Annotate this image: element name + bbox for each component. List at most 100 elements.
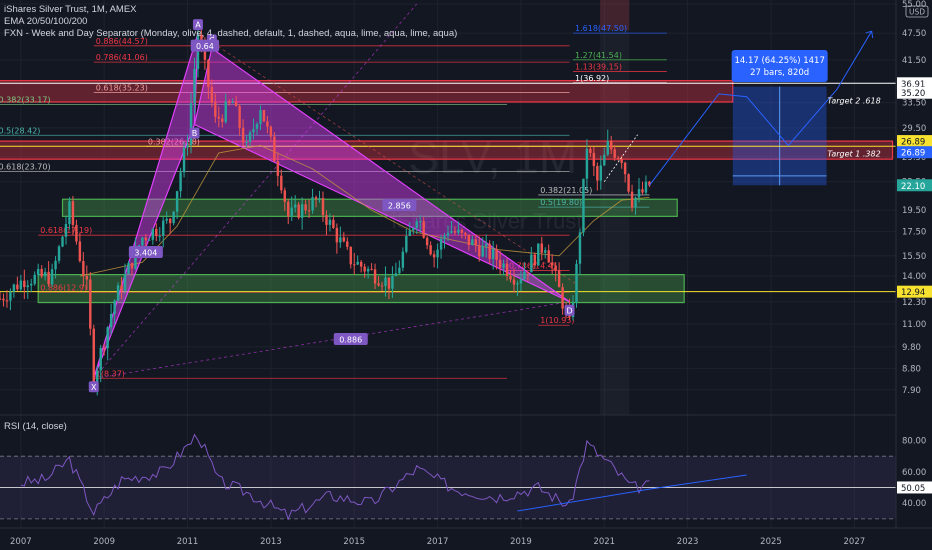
candle-body [96,370,99,387]
fib-level-label: 0.786(41.06) [96,53,148,62]
candle-body [481,246,484,257]
candle-body [599,165,603,181]
candle-body [443,235,446,239]
price-tick-label: 17.50 [902,228,926,238]
candle-body [346,241,349,247]
candle-body [165,218,168,221]
candle-body [300,204,304,218]
candle-body [509,276,512,280]
target-label: Target 1 .382 [827,149,880,158]
candle-body [85,276,89,280]
candle-body [269,126,273,137]
fib-level-label: 0.382(21.05) [540,186,592,195]
candle-body [335,227,339,243]
measure-label-line1: 14.17 (64.25%) 1417 [734,56,824,66]
candle-body [502,263,505,268]
pattern-point-label: X [91,383,97,392]
time-tick-label: 2017 [427,537,449,547]
candle-body [57,246,61,261]
candle-body [575,263,578,304]
candle-body [554,265,557,271]
pattern-point-x [88,381,99,393]
candle-body [78,241,82,262]
pattern-cd-line [603,134,638,182]
pattern-xc-line [93,3,418,379]
candle-body [610,141,613,150]
candle-body [61,236,64,247]
candle-body [193,68,196,104]
candle-body [328,219,332,225]
target-label: Target 2 .618 [827,97,880,106]
price-tick-label: 8.80 [902,364,921,374]
candle-body [585,148,589,179]
candle-body [634,197,637,208]
candle-body [582,178,585,233]
candle-body [332,219,335,228]
rsi-tick-label: 60.00 [902,468,926,478]
ema-line [79,144,650,277]
fib-level-label: 0.5(28.42) [0,126,40,135]
candle-body [370,268,373,270]
watermark-symbol: SLV, 1M [408,131,577,183]
price-label-box [897,135,932,148]
projection-arrow [871,30,874,39]
candle-body [148,239,151,241]
candle-body [512,279,516,285]
candle-body [113,300,116,314]
fib-level-label: 1(8.37) [96,369,125,378]
candle-body [221,118,224,122]
candle-body [203,45,207,60]
candle-body [425,237,429,246]
time-tick-label: 2023 [677,537,699,547]
price-label-box [897,86,932,99]
candle-body [408,230,412,236]
candle-body [123,273,127,291]
candle-body [519,279,523,284]
candle-body [616,157,620,159]
candle-body [356,261,359,265]
candle-body [516,283,519,285]
legend-ema: EMA 20/50/100/200 [4,16,88,27]
candle-body [241,127,245,143]
candle-body [40,268,43,277]
candle-body [373,269,377,284]
fib-level-label: 0.5(19.80) [540,198,582,207]
candle-body [5,300,9,302]
time-tick-label: 2011 [177,537,199,547]
candle-body [592,152,596,167]
measure-label-box [731,50,828,82]
candle-body [210,87,214,103]
currency-label: USD [909,8,925,17]
candle-body [0,298,2,300]
candle-body [505,263,509,277]
candle-body [155,228,158,237]
rsi-trendline [517,488,650,512]
candle-body [391,276,394,289]
price-tick-label: 9.80 [902,343,921,353]
candle-body [596,166,599,181]
candle-body [471,239,474,246]
candle-body [130,262,134,269]
candle-body [547,250,550,263]
currency-badge [905,5,929,18]
price-tick-label: 11.00 [902,320,926,330]
pattern-ratio-box [382,199,417,212]
price-tick-label: 33.50 [902,99,926,109]
candle-body [304,204,307,211]
candle-body [488,243,491,259]
pattern-ratio-label: 0.886 [339,335,362,344]
candle-body [491,249,495,259]
candle-body [43,271,47,277]
candle-body [550,262,554,266]
pattern-ratio-label: 3.404 [134,248,157,257]
candle-body [436,249,439,258]
candle-body [589,148,592,153]
time-tick-label: 2021 [593,537,615,547]
red-zone [0,80,734,103]
candle-body [401,251,405,268]
candle-body [262,110,266,122]
price-label: 36.91 [901,80,925,90]
candle-body [33,274,36,284]
rsi-trendline [649,474,747,490]
